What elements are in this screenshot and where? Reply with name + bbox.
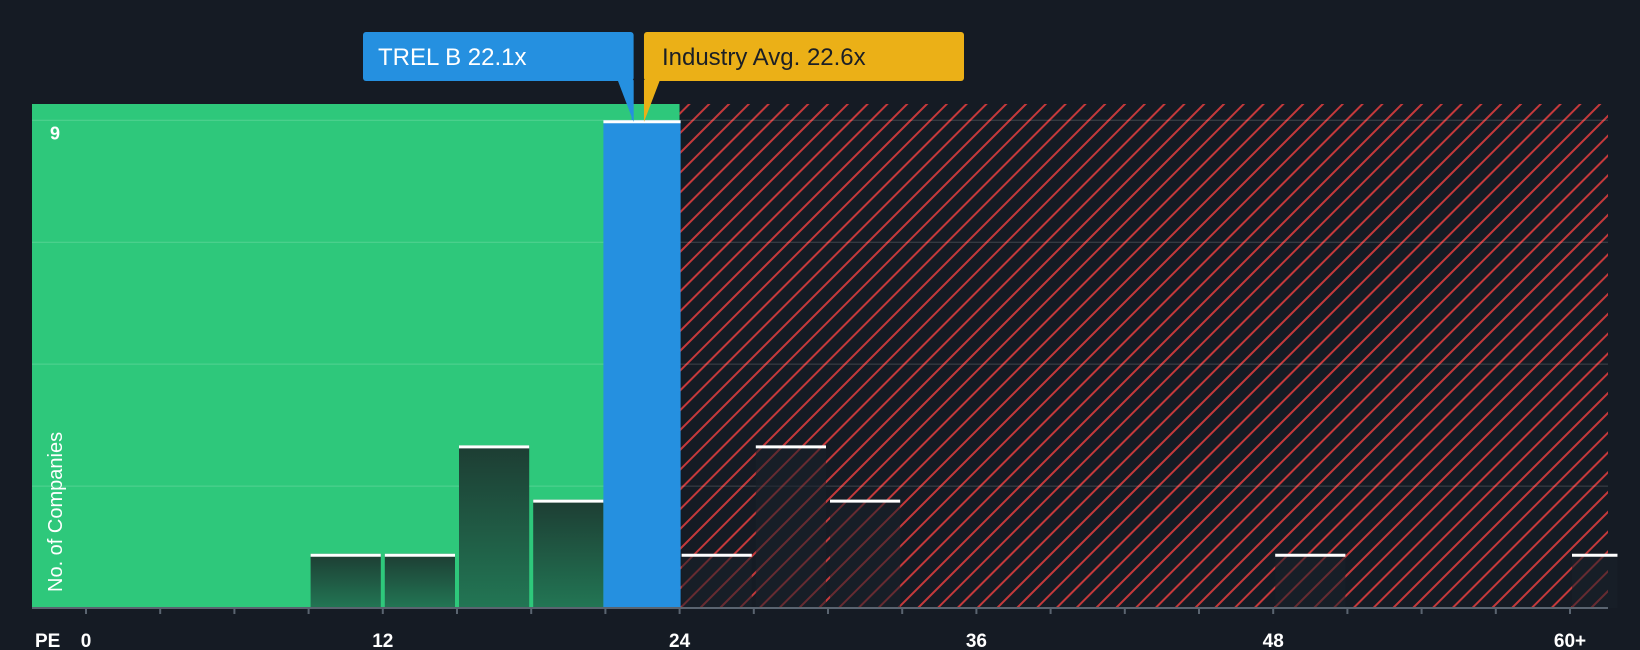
- x-tick-label: 60+: [1554, 631, 1586, 650]
- x-tick-label: 48: [1263, 631, 1284, 650]
- histogram-bar: [384, 553, 455, 608]
- x-tick-label: 24: [669, 631, 691, 650]
- industry-callout-pointer: [643, 80, 660, 122]
- y-tick-label: 9: [50, 123, 60, 143]
- company-callout-label: TREL B 22.1x: [378, 44, 527, 71]
- y-axis: No. of Companies 9: [45, 123, 67, 592]
- histogram-bar: [1275, 553, 1346, 608]
- histogram-bar: [1572, 553, 1618, 608]
- histogram-bars: [310, 120, 1618, 609]
- industry-callout-label: Industry Avg. 22.6x: [662, 44, 866, 71]
- histogram-bar: [830, 499, 901, 608]
- callouts: TREL B 22.1x Industry Avg. 22.6x: [363, 32, 964, 122]
- x-axis: PE 0 12 24 36 48 60+: [32, 607, 1608, 650]
- x-tick-label: 0: [81, 631, 92, 650]
- histogram-bar: [681, 553, 752, 608]
- company-callout-box: [363, 32, 634, 81]
- histogram-bar: [310, 553, 381, 608]
- histogram-bar: [459, 445, 530, 608]
- x-axis-label: PE: [35, 631, 60, 650]
- histogram-bar: [533, 499, 604, 608]
- x-tick-label: 12: [372, 631, 393, 650]
- company-callout-pointer: [617, 80, 634, 122]
- company-bar: [603, 120, 681, 609]
- y-axis-title: No. of Companies: [45, 432, 67, 592]
- industry-callout-box: [643, 32, 964, 81]
- histogram-bar: [755, 445, 826, 608]
- x-tick-label: 36: [966, 631, 987, 650]
